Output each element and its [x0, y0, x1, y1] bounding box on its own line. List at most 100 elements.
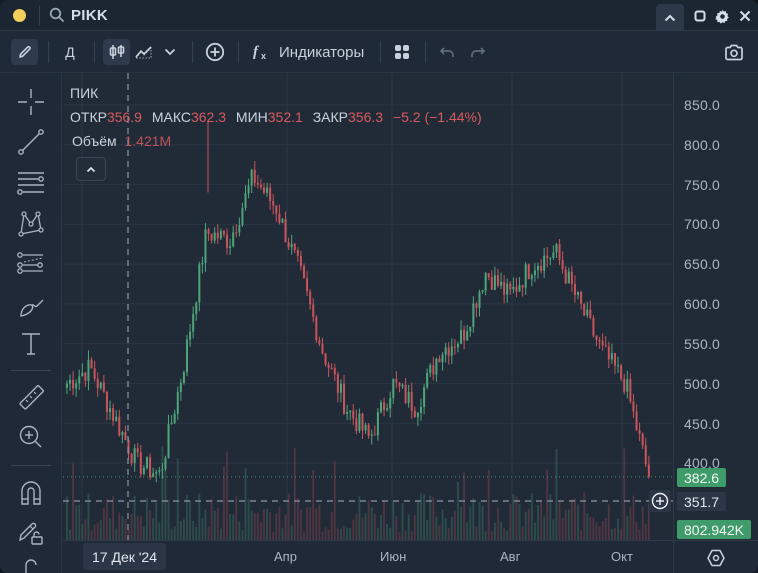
crosshair-tool[interactable] [14, 85, 48, 119]
high-label: МАКС [151, 109, 191, 125]
more-tools[interactable] [14, 553, 48, 573]
price-tick: 600.0 [684, 296, 721, 312]
undo-button[interactable] [436, 39, 458, 65]
interval-button[interactable]: Д [58, 39, 82, 65]
open-label: ОТКР [70, 109, 107, 125]
chevron-up-icon [664, 14, 676, 21]
trendline-tool[interactable] [14, 125, 48, 159]
redo-button[interactable] [467, 39, 489, 65]
ruler-tool[interactable] [14, 381, 48, 415]
divider [48, 41, 49, 63]
time-tick: Апр [274, 549, 297, 564]
candlestick-type-button[interactable] [103, 39, 130, 65]
screenshot-button[interactable] [721, 39, 747, 65]
zoom-tool[interactable] [14, 420, 48, 454]
add-alert-button[interactable] [649, 490, 671, 512]
lock-drawings-icon [19, 522, 43, 545]
collapse-button[interactable] [656, 4, 684, 31]
price-tick: 450.0 [684, 416, 721, 432]
divider [380, 41, 381, 63]
svg-text:f: f [253, 44, 260, 60]
close-button[interactable] [736, 4, 754, 28]
divider [425, 41, 426, 63]
ruler-icon [19, 384, 45, 410]
lock-drawings-tool[interactable] [14, 515, 48, 549]
divider [192, 41, 193, 63]
area-chart-icon [135, 46, 152, 59]
close-value: 356.3 [348, 109, 384, 125]
titlebar: PIKK [0, 0, 758, 31]
volume-value: 1.421M [124, 133, 172, 149]
time-tick: Июн [380, 549, 407, 564]
trendline-icon [18, 129, 44, 155]
magnet-icon [21, 481, 41, 505]
chevron-up-icon [86, 166, 96, 172]
fib-retracement-icon [17, 252, 43, 274]
last-price-badge: 382.6 [677, 468, 727, 487]
price-tick: 800.0 [684, 137, 721, 153]
high-value: 362.3 [190, 109, 227, 125]
candlestick-icon [109, 45, 124, 59]
change-value: −5.2 (−1.44%) [392, 109, 482, 125]
crosshair-price-badge: 351.7 [677, 492, 727, 511]
price-tick: 550.0 [684, 336, 721, 352]
volume-label: Объём [72, 133, 117, 149]
drawing-mode-button[interactable] [11, 39, 38, 65]
chevron-down-icon [164, 48, 176, 56]
area-type-button[interactable] [132, 39, 156, 65]
status-dot[interactable] [13, 9, 26, 22]
price-tick: 750.0 [684, 177, 721, 193]
settings-hexagon-icon[interactable] [707, 549, 725, 567]
brush-tool[interactable] [14, 289, 48, 323]
indicators-label: Индикаторы [279, 43, 365, 61]
price-tick: 650.0 [684, 256, 721, 272]
symbol-name: ПИК [70, 85, 99, 101]
price-tick: 400.0 [684, 455, 721, 471]
divider [11, 465, 51, 466]
price-tick: 500.0 [684, 376, 721, 392]
drawing-tools-sidebar [0, 73, 62, 573]
undo-icon [439, 47, 454, 57]
camera-icon [725, 44, 743, 60]
settings-button[interactable] [712, 4, 732, 28]
search-icon[interactable] [49, 7, 65, 23]
crosshair-date-label: 17 Дек '24 [83, 543, 166, 570]
add-circle-icon [205, 42, 225, 62]
brush-icon [20, 299, 44, 317]
close-icon [739, 10, 751, 22]
pencil-icon [18, 46, 31, 58]
interval-label: Д [65, 44, 75, 60]
price-axis[interactable]: 850.0 800.0 750.0 700.0 650.0 600.0 550.… [673, 73, 758, 540]
time-tick: Окт [611, 549, 633, 564]
horizontal-lines-icon [17, 172, 44, 195]
collapse-legend-button[interactable] [76, 157, 106, 181]
text-tool[interactable] [14, 327, 48, 361]
compare-add-button[interactable] [202, 39, 228, 65]
symbol-input[interactable]: PIKK [71, 7, 109, 24]
svg-text:x: x [261, 51, 266, 61]
candlestick-chart[interactable] [63, 73, 673, 540]
horizontal-lines-tool[interactable] [14, 166, 48, 200]
divider [94, 41, 95, 63]
maximize-button[interactable] [691, 4, 709, 28]
price-tick: 850.0 [684, 97, 721, 113]
divider [39, 6, 40, 25]
pattern-tool[interactable] [14, 207, 48, 241]
time-tick: Авг [500, 549, 521, 564]
add-circle-icon [651, 492, 669, 510]
chart-settings-corner [673, 540, 758, 573]
chart-plot-area[interactable] [63, 73, 673, 540]
magnet-tool[interactable] [14, 476, 48, 510]
chart-type-dropdown[interactable] [160, 39, 180, 65]
gear-icon [714, 9, 729, 24]
zoom-in-icon [19, 425, 42, 448]
maximize-icon [694, 10, 706, 22]
low-label: МИН [235, 109, 268, 125]
time-axis[interactable]: 17 Дек '24 Апр Июн Авг Окт [63, 540, 673, 573]
fib-retracement-tool[interactable] [14, 248, 48, 282]
layout-button[interactable] [390, 39, 414, 65]
text-icon [22, 333, 40, 355]
open-value: 356.9 [106, 109, 142, 125]
